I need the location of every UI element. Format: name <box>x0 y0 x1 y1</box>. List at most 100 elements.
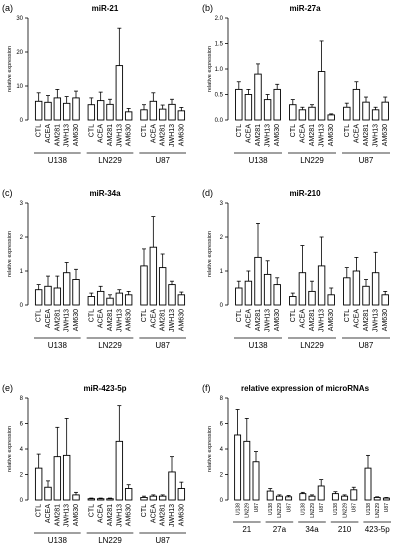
x-tick-label: AM630 <box>382 309 389 331</box>
x-tick-label: JWH13 <box>169 309 176 332</box>
bar <box>72 97 80 121</box>
bar <box>308 290 316 306</box>
x-tick-label: ACEA <box>150 124 157 143</box>
bar <box>371 109 380 121</box>
bar <box>373 497 381 501</box>
x-tick-label: AM630 <box>178 309 185 331</box>
x-tick-label: U138 <box>301 503 307 515</box>
x-tick-label: AM281 <box>160 309 167 331</box>
bar <box>124 488 133 501</box>
bar <box>168 284 176 306</box>
bar <box>263 99 272 121</box>
y-axis-label: relative expression <box>7 231 13 277</box>
x-tick-label: U87 <box>352 503 358 512</box>
y-axis-label: relative expression <box>207 231 213 277</box>
x-tick-label: CTL <box>36 124 43 137</box>
bar <box>289 296 297 306</box>
x-tick-label: ACEA <box>353 124 360 143</box>
bar <box>308 495 316 501</box>
x-tick-label: LN229 <box>245 503 251 518</box>
x-tick-label: AM630 <box>73 309 80 331</box>
bar <box>34 100 43 121</box>
bar <box>235 287 243 306</box>
y-tick-label: 0.0 <box>215 118 224 124</box>
bar <box>140 497 148 501</box>
group-label: 21 <box>242 525 251 534</box>
bar <box>298 109 307 121</box>
panel-letter: (d) <box>202 188 213 198</box>
y-tick-label: 2 <box>220 473 224 479</box>
bar <box>275 495 283 501</box>
group-label: U138 <box>248 156 268 165</box>
bar <box>362 285 370 306</box>
bar <box>44 285 52 306</box>
bar <box>87 296 96 306</box>
bar <box>140 109 148 121</box>
panel-title: miR-27a <box>289 4 321 13</box>
group-label: LN229 <box>98 156 122 165</box>
x-tick-label: U138 <box>333 503 339 515</box>
bar <box>381 101 389 121</box>
bar <box>371 272 380 306</box>
x-tick-label: AM281 <box>54 504 61 526</box>
x-tick-label: JWH13 <box>116 309 123 332</box>
x-tick-label: AM281 <box>160 504 167 526</box>
x-tick-label: JWH13 <box>116 124 123 147</box>
x-tick-label: AM630 <box>274 124 281 146</box>
x-tick-label: AM281 <box>309 124 316 146</box>
x-tick-label: ACEA <box>150 504 157 523</box>
bar <box>149 495 158 501</box>
panel-letter: (a) <box>2 3 13 13</box>
x-tick-label: ACEA <box>98 504 105 523</box>
bar <box>115 292 124 306</box>
group-label: 34a <box>305 525 319 534</box>
x-tick-label: AM630 <box>328 124 335 146</box>
group-label: U138 <box>248 341 268 350</box>
panel-b: (b) miR-27a 0.0 0.5 1.0 1.5 2.0 relative expres… <box>202 3 390 165</box>
bar <box>327 294 335 306</box>
x-tick-label: JWH13 <box>64 504 71 527</box>
bar <box>350 489 358 501</box>
x-tick-label: LN229 <box>342 503 348 518</box>
x-tick-label: AM630 <box>178 124 185 146</box>
bar <box>149 100 158 121</box>
bar <box>289 104 297 121</box>
panel-e: (e) miR-423-5p 0 2 4 6 8 relative expression CTL… <box>2 383 186 545</box>
y-tick-label: 8 <box>20 396 24 402</box>
panel-title: miR-21 <box>92 4 119 13</box>
bar <box>317 485 325 501</box>
bar <box>273 284 281 306</box>
x-tick-label: CTL <box>290 309 297 322</box>
group-label: LN229 <box>98 536 122 545</box>
x-tick-label: AM281 <box>255 309 262 331</box>
bar <box>382 497 390 501</box>
group-label: U87 <box>155 536 170 545</box>
bar <box>331 493 339 501</box>
y-tick-label: 20 <box>16 50 23 56</box>
group-label: U138 <box>48 536 68 545</box>
x-tick-label: CTL <box>344 124 351 137</box>
x-tick-label: JWH13 <box>373 124 380 147</box>
y-tick-label: 2 <box>220 235 224 241</box>
x-tick-label: ACEA <box>45 124 52 143</box>
panel-title: relative expression of microRNAs <box>241 384 370 393</box>
x-tick-label: CTL <box>141 124 148 137</box>
x-tick-label: ACEA <box>299 124 306 143</box>
x-tick-label: CTL <box>88 124 95 137</box>
bar <box>72 494 80 501</box>
x-tick-label: U87 <box>254 503 260 512</box>
x-tick-label: ACEA <box>245 309 252 328</box>
y-tick-label: 1.5 <box>215 42 224 48</box>
bar <box>285 496 293 501</box>
bar <box>96 100 105 121</box>
x-tick-label: ACEA <box>150 309 157 328</box>
bar <box>96 498 105 501</box>
y-axis-label: relative expression <box>7 46 13 92</box>
y-tick-label: 3 <box>220 201 224 207</box>
bar <box>44 101 52 121</box>
x-tick-label: AM281 <box>160 124 167 146</box>
y-tick-label: 1 <box>20 269 24 275</box>
x-tick-label: AM281 <box>54 309 61 331</box>
x-tick-label: U138 <box>366 503 372 515</box>
